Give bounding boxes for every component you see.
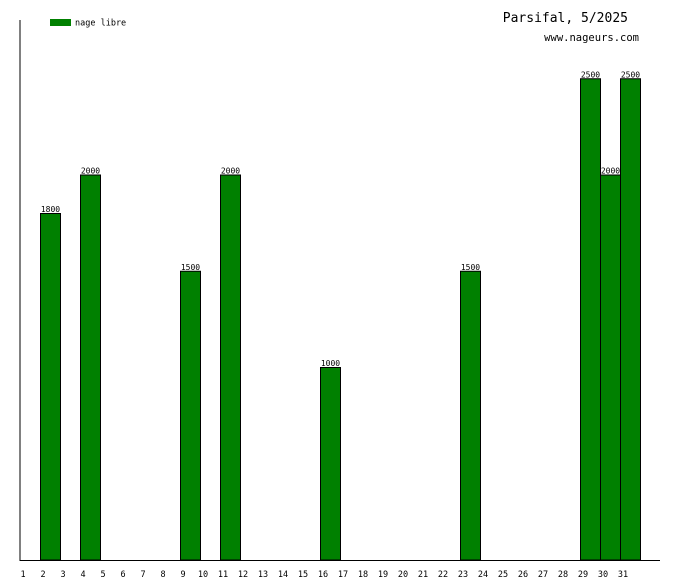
legend-label: nage libre <box>75 19 126 29</box>
bar-value-label: 2000 <box>221 167 240 176</box>
x-tick-label: 9 <box>180 570 185 580</box>
x-tick-label: 23 <box>458 570 468 580</box>
bars <box>40 78 641 561</box>
x-tick-label: 29 <box>578 570 588 580</box>
bar <box>460 270 481 561</box>
x-tick-label: 24 <box>478 570 488 580</box>
x-tick-label: 20 <box>398 570 408 580</box>
x-tick-label: 3 <box>60 570 65 580</box>
bar-value-label: 2500 <box>581 70 600 79</box>
bar-value-label: 2000 <box>601 167 620 176</box>
bar-value-label: 1000 <box>321 359 340 368</box>
bar <box>580 78 601 561</box>
x-tick-label: 27 <box>538 570 548 580</box>
bar <box>620 78 641 561</box>
chart-subtitle: www.nageurs.com <box>544 32 639 44</box>
bar-value-label: 1500 <box>181 263 200 272</box>
x-tick-label: 16 <box>318 570 328 580</box>
x-tick-label: 15 <box>298 570 308 580</box>
bar <box>40 213 61 561</box>
bar-value-label: 1800 <box>41 205 60 214</box>
bar-value-label: 1500 <box>461 263 480 272</box>
bar-value-label: 2000 <box>81 167 100 176</box>
legend: nage libre <box>50 19 126 29</box>
bar <box>180 270 201 561</box>
x-tick-label: 30 <box>598 570 608 580</box>
x-tick-label: 7 <box>140 570 145 580</box>
bar <box>220 174 241 561</box>
x-tick-label: 12 <box>238 570 248 580</box>
x-tick-label: 31 <box>618 570 628 580</box>
x-tick-label: 18 <box>358 570 368 580</box>
x-tick-label: 4 <box>80 570 85 580</box>
x-tick-label: 1 <box>20 570 25 580</box>
x-tick-label: 22 <box>438 570 448 580</box>
data-labels: 1800 2000 1500 2000 1000 1500 2500 2000 2500 <box>41 70 640 368</box>
x-tick-label: 2 <box>40 570 45 580</box>
x-tick-label: 14 <box>278 570 288 580</box>
x-tick-label: 10 <box>198 570 208 580</box>
x-tick-label: 5 <box>100 570 105 580</box>
x-tick-label: 6 <box>120 570 125 580</box>
x-tick-label: 19 <box>378 570 388 580</box>
bar <box>600 174 621 561</box>
bar <box>80 174 101 561</box>
x-tick-label: 17 <box>338 570 348 580</box>
x-tick-label: 13 <box>258 570 268 580</box>
chart-title: Parsifal, 5/2025 <box>503 11 628 26</box>
x-tick-label: 25 <box>498 570 508 580</box>
bar <box>320 367 341 561</box>
x-tick-label: 21 <box>418 570 428 580</box>
legend-swatch <box>50 19 71 26</box>
x-tick-label: 8 <box>160 570 165 580</box>
x-tick-label: 26 <box>518 570 528 580</box>
x-tick-labels: 1 2 3 4 5 6 7 8 9 10 11 12 13 14 15 16 17 18 19 20 21 22 23 24 2… <box>20 570 628 580</box>
x-tick-label: 11 <box>218 570 228 580</box>
bar-value-label: 2500 <box>621 70 640 79</box>
x-tick-label: 28 <box>558 570 568 580</box>
